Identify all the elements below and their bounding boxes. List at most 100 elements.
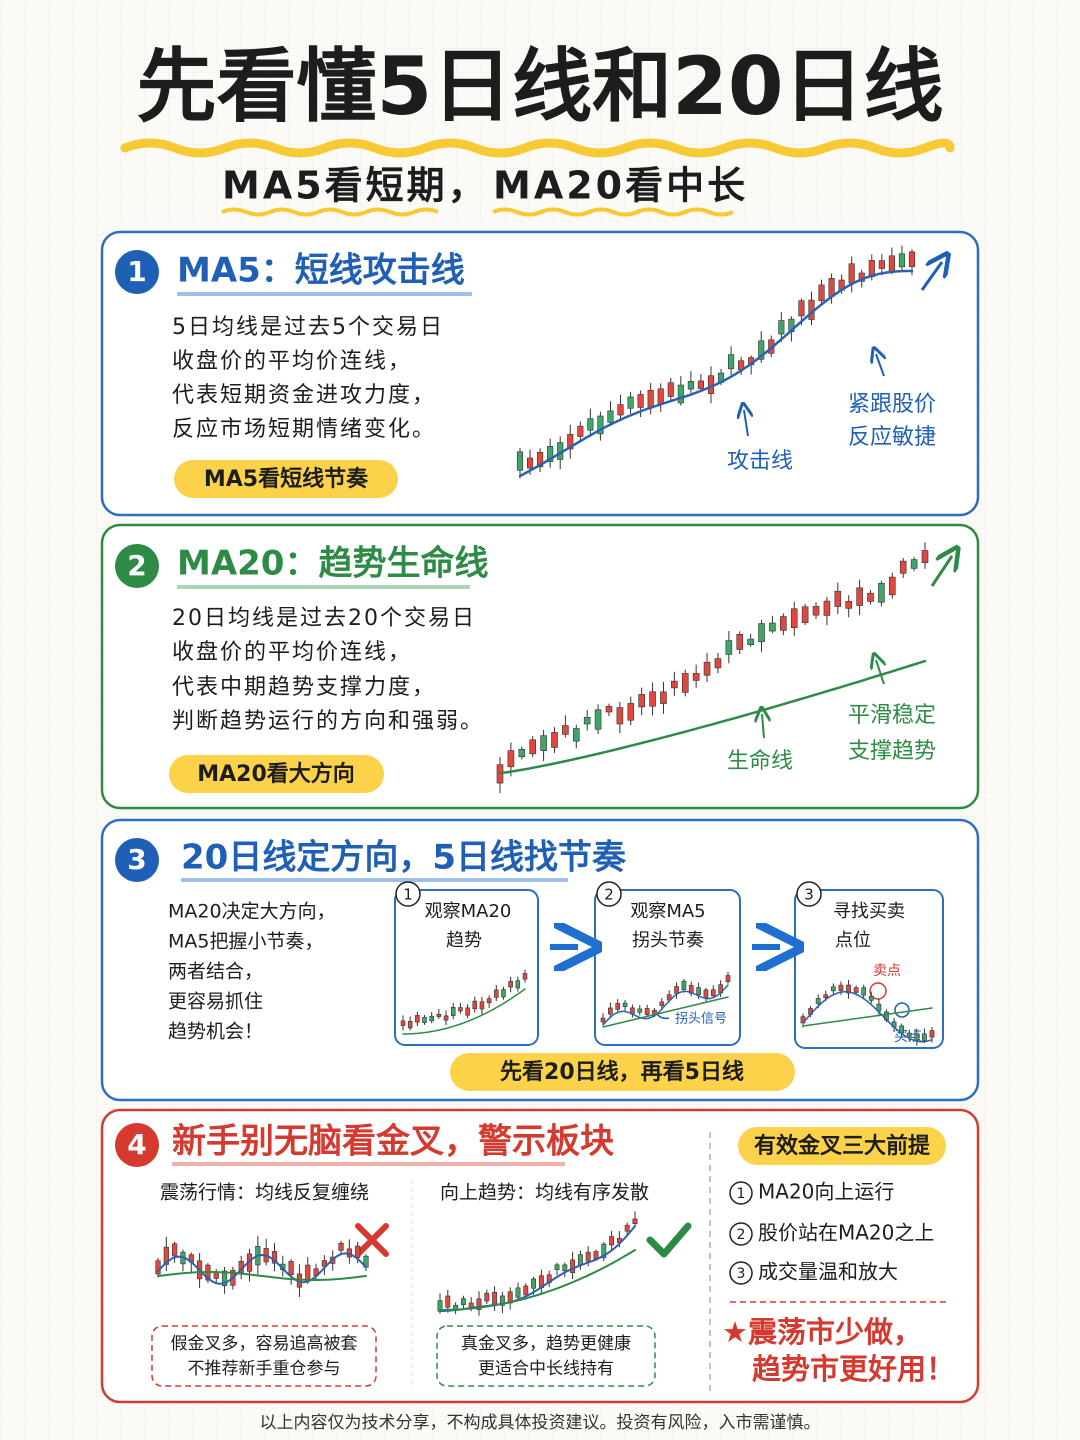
body-line: 20日均线是过去20个交易日 <box>172 606 476 631</box>
candle <box>660 691 667 704</box>
candle <box>443 1015 449 1021</box>
number-badge <box>115 250 159 294</box>
candle <box>554 1264 560 1270</box>
candle <box>492 1291 498 1305</box>
candle <box>436 1013 442 1017</box>
candle <box>681 673 689 693</box>
candle <box>657 388 664 405</box>
candle <box>725 640 733 655</box>
pointer <box>762 714 764 739</box>
candle <box>484 1292 490 1302</box>
marker-circle <box>894 1002 910 1018</box>
candle <box>703 989 709 999</box>
prereq-title: 有效金叉三大前提 <box>754 1133 931 1159</box>
tag-pill <box>169 755 384 793</box>
section-box <box>100 230 980 517</box>
body-line: 收盘价的平均价连线， <box>172 640 412 665</box>
candle <box>856 587 863 606</box>
annotation: 平滑稳定 <box>848 703 936 728</box>
marker-circle <box>869 982 887 1000</box>
candle <box>605 706 613 713</box>
candle <box>747 638 754 645</box>
step-label: 点位 <box>835 930 871 951</box>
candle <box>838 984 844 991</box>
candle <box>790 608 798 629</box>
candle <box>608 1007 613 1015</box>
candle <box>861 987 867 996</box>
candle <box>710 989 716 997</box>
subtitle: MA5看短期， <box>222 164 489 208</box>
candle <box>537 451 544 468</box>
candle <box>637 394 644 408</box>
candle <box>507 750 515 768</box>
tag-pill <box>174 460 398 498</box>
candle <box>607 410 614 423</box>
candle <box>551 732 558 748</box>
candle <box>155 1260 161 1275</box>
note-box <box>436 1325 656 1387</box>
candle <box>815 998 821 1004</box>
candle <box>288 1261 294 1276</box>
pointer <box>744 410 748 437</box>
candle <box>638 694 645 708</box>
subtitle: MA20看中长 <box>493 164 748 208</box>
candle <box>163 1246 169 1265</box>
candle <box>677 384 684 404</box>
candle <box>567 434 574 450</box>
step-label: 趋势 <box>446 930 482 951</box>
candle <box>823 994 829 998</box>
section-box <box>100 818 980 1102</box>
candle <box>305 1264 311 1282</box>
candle <box>714 658 722 669</box>
candle <box>526 457 534 469</box>
section-number: 1 <box>127 255 146 288</box>
candle <box>445 1295 451 1308</box>
candle <box>649 691 656 707</box>
candle <box>465 1007 470 1016</box>
footer: 以上内容仅为技术分享，不构成具体投资建议。投资有风险，入市需谨慎。 <box>260 1413 821 1433</box>
item-text: MA20向上运行 <box>758 1180 894 1204</box>
illustrations <box>155 245 935 1316</box>
candle <box>355 1245 361 1258</box>
candle <box>846 984 851 994</box>
section-title: 20日线定方向，5日线找节奏 <box>181 838 627 878</box>
candle <box>486 998 492 1004</box>
candle <box>899 560 907 574</box>
item-text: 成交量温和放大 <box>758 1260 898 1284</box>
body-line: 更容易抓住 <box>168 991 263 1013</box>
candle <box>518 748 526 758</box>
candle <box>823 600 831 616</box>
item-badge <box>729 1222 753 1246</box>
item-badge <box>729 1261 753 1285</box>
subtitle-underline <box>221 207 439 217</box>
candle <box>921 550 929 563</box>
panel-note: 更适合中长线持有 <box>478 1359 614 1379</box>
candle <box>697 380 704 389</box>
panel-note: 真金叉多，趋势更健康 <box>461 1334 631 1354</box>
candle <box>828 278 835 297</box>
candle <box>922 1033 927 1041</box>
body-line: 收盘价的平均价连线， <box>172 349 412 374</box>
candle <box>725 975 731 982</box>
candle <box>681 980 687 990</box>
body-line: 5日均线是过去5个交易日 <box>172 315 444 340</box>
candle <box>523 1285 529 1296</box>
average-line <box>157 1271 367 1281</box>
body-line: 两者结合， <box>168 961 263 983</box>
average-line <box>802 1007 933 1027</box>
body-line: MA20决定大方向， <box>168 901 336 923</box>
candle <box>450 1006 456 1016</box>
body-line: 趋势机会！ <box>168 1021 263 1043</box>
check-mark <box>646 1222 692 1258</box>
candle <box>597 415 604 435</box>
step-number: 3 <box>804 886 814 904</box>
candle <box>577 425 584 437</box>
step-badge <box>796 881 822 907</box>
section-title: 新手别无脑看金叉，警示板块 <box>172 1122 614 1162</box>
item-number: 1 <box>737 1186 746 1202</box>
number-badge <box>115 1123 159 1167</box>
candle <box>594 709 602 730</box>
candle <box>601 1243 607 1259</box>
annotation: 攻击线 <box>727 449 793 474</box>
candle <box>587 418 594 431</box>
